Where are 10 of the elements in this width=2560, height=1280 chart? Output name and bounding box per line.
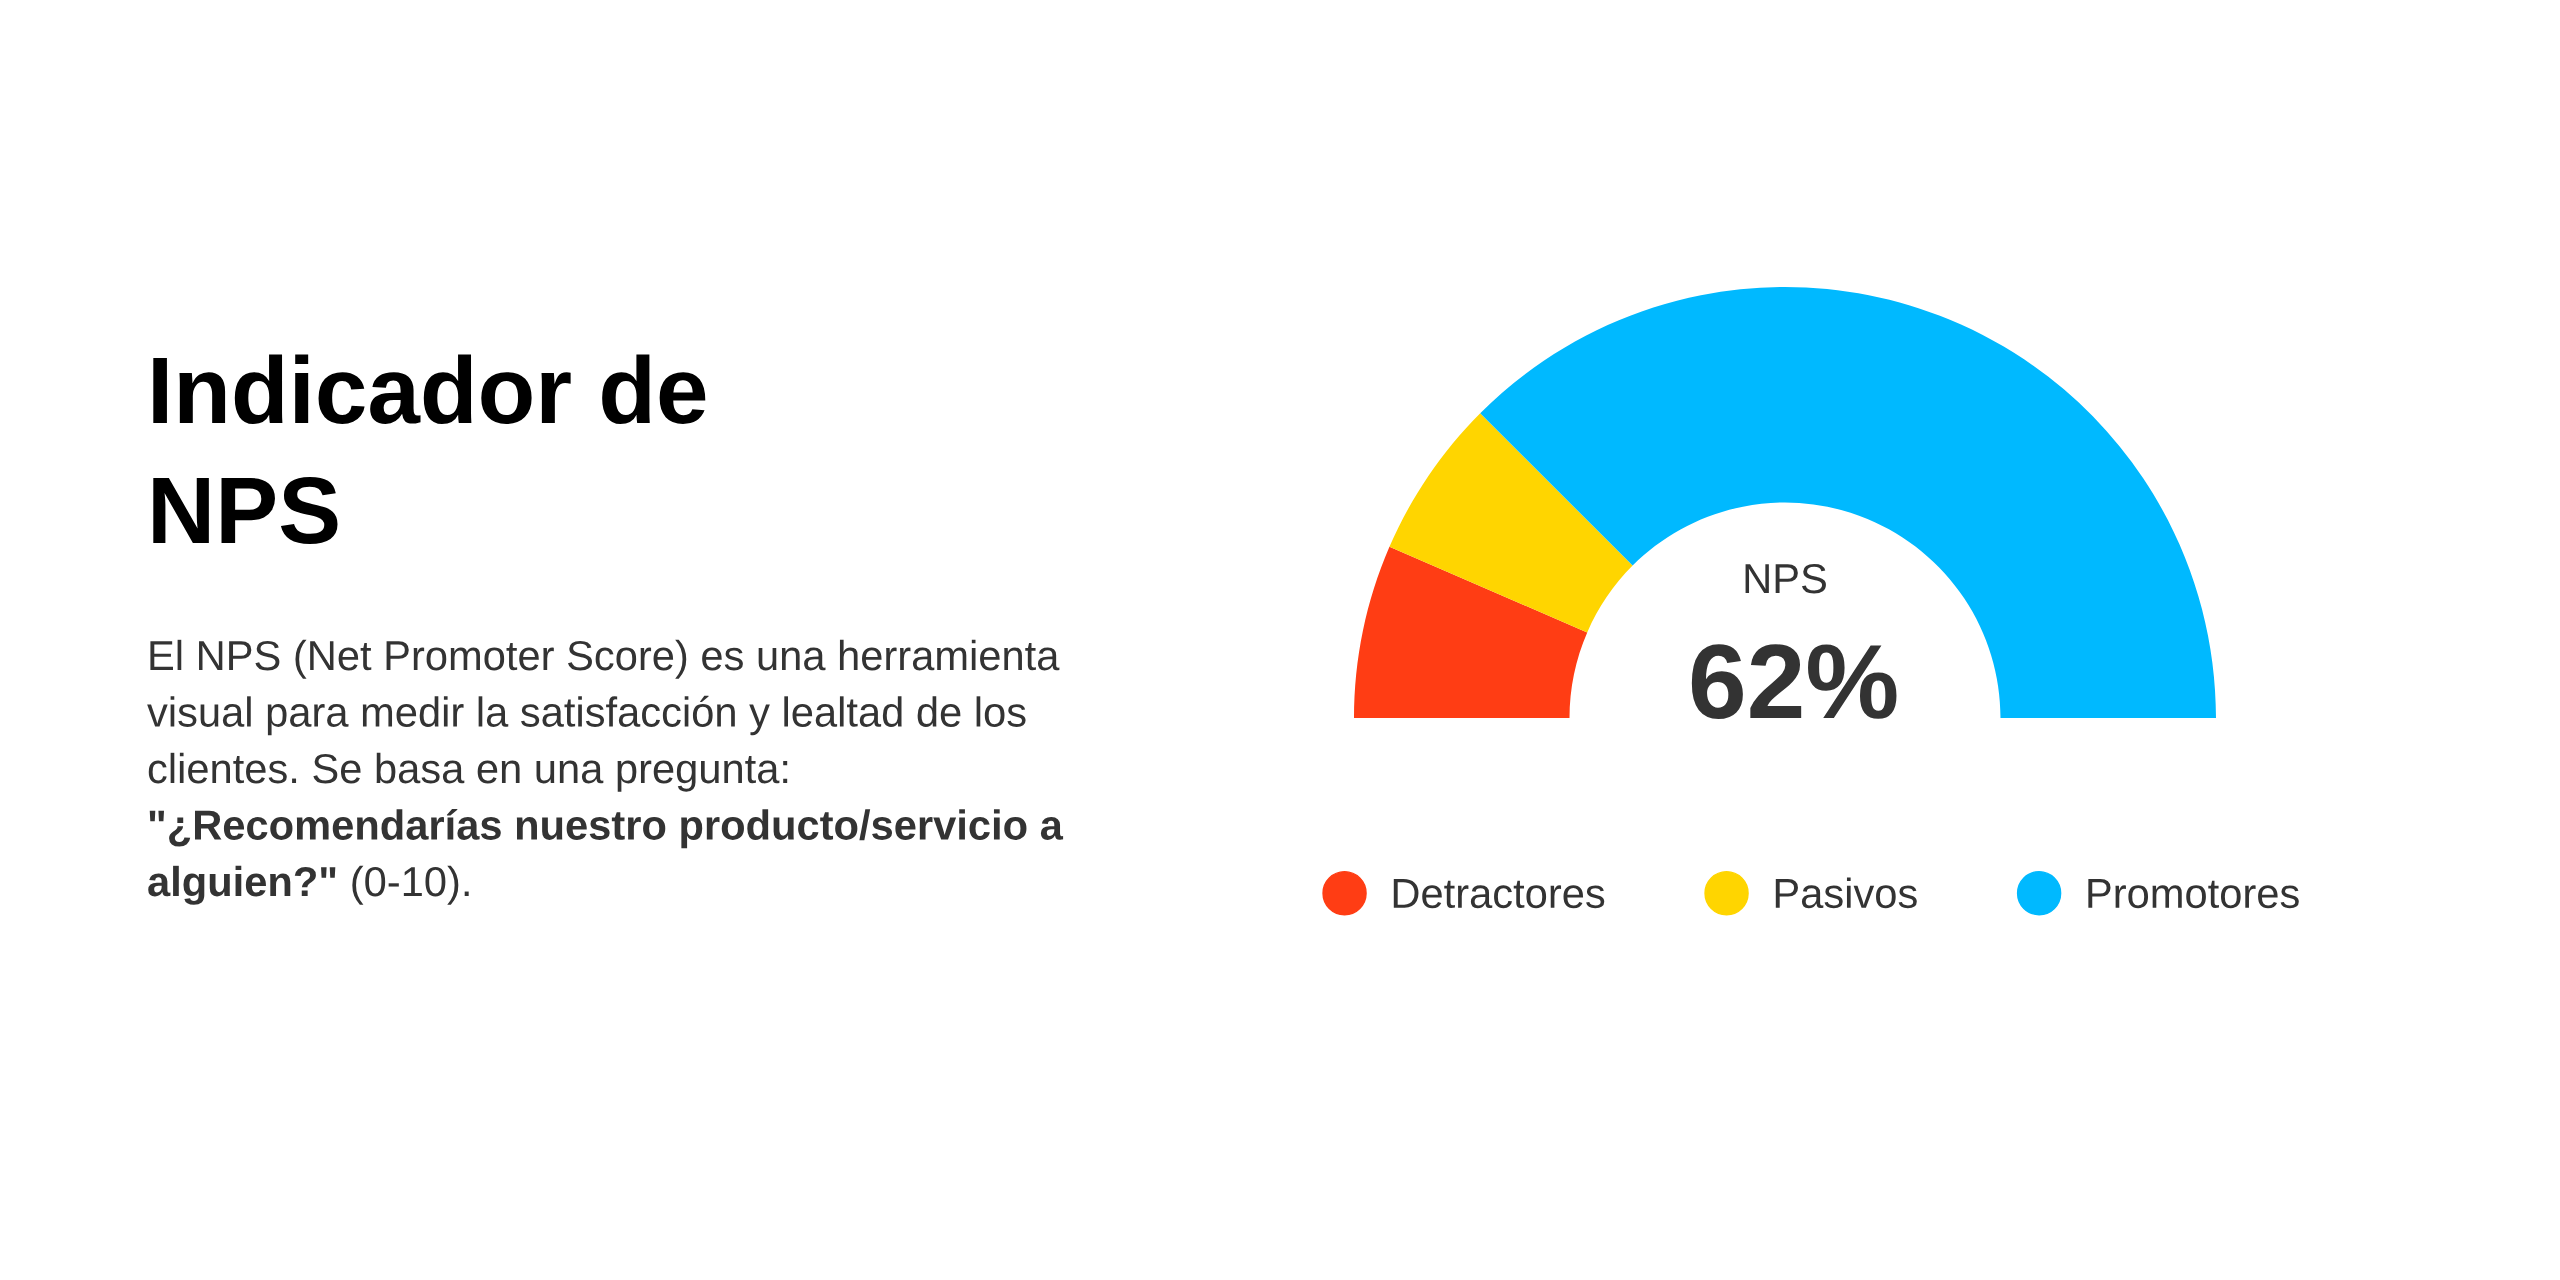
- text: NPS: [1745, 563, 1826, 594]
- text: El NPS (Net Promoter Score) es una herramienta visual para medir la satisfacción y lealtad de los clientes. Se basa en una pregunta:: [147, 639, 1060, 792]
- text: Indicador de NPS: [153, 354, 706, 544]
- text: 62%: [1691, 644, 1897, 720]
- legend-label: Pasivos: [1775, 877, 1917, 909]
- text: "¿Recomendarías nuestro producto/servicio a: [149, 808, 1064, 849]
- legend-label: Promotores: [2088, 879, 2299, 909]
- legend-label: Detractores: [1393, 879, 1605, 909]
- text: alguien?": [148, 865, 336, 905]
- text: (0-10).: [352, 865, 469, 905]
